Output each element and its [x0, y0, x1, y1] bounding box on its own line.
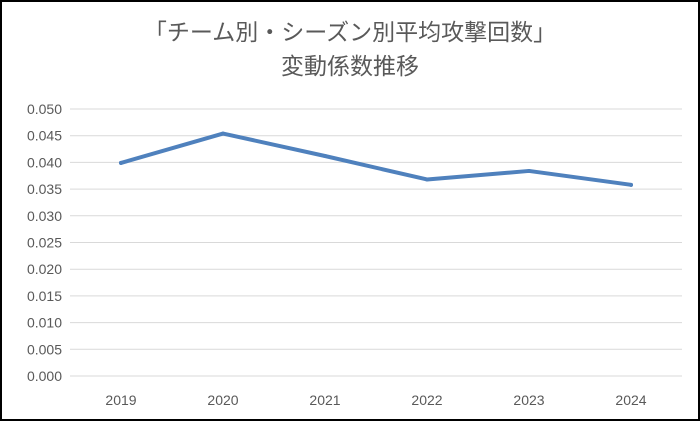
x-tick-label: 2021 [309, 392, 340, 408]
data-point-2023 [527, 168, 531, 173]
y-tick-label: 0.035 [27, 181, 62, 197]
y-tick-label: 0.045 [27, 128, 62, 144]
y-tick-label: 0.005 [27, 341, 62, 357]
gridlines [70, 108, 682, 377]
series-layer [119, 131, 633, 187]
chart-title: 「チーム別・シーズン別平均攻撃回数」 変動係数推移 [2, 16, 698, 84]
x-tick-label: 2020 [207, 392, 238, 408]
x-tick-label: 2023 [513, 392, 544, 408]
y-tick-label: 0.020 [27, 261, 62, 277]
x-axis-ticks: 2019 2020 2021 2022 2023 2024 [105, 392, 646, 408]
y-tick-label: 0.030 [27, 208, 62, 224]
y-tick-label: 0.050 [27, 101, 62, 117]
x-tick-label: 2024 [615, 392, 646, 408]
y-tick-label: 0.010 [27, 315, 62, 331]
y-tick-label: 0.000 [27, 368, 62, 384]
y-tick-label: 0.040 [27, 154, 62, 170]
data-point-2021 [323, 153, 327, 158]
data-point-2024 [629, 182, 633, 187]
y-tick-label: 0.025 [27, 235, 62, 251]
chart-title-line-2: 変動係数推移 [281, 54, 419, 80]
y-tick-label: 0.015 [27, 288, 62, 304]
x-tick-label: 2019 [105, 392, 136, 408]
y-axis-ticks: 0.000 0.005 0.010 0.015 0.020 0.025 0.030 0.035… [27, 101, 62, 384]
x-tick-label: 2022 [411, 392, 442, 408]
chart-title-line-1: 「チーム別・シーズン別平均攻撃回数」 [143, 20, 557, 46]
series-line [119, 131, 633, 187]
data-point-2022 [425, 177, 429, 182]
data-point-2019 [119, 160, 123, 165]
data-point-2020 [221, 131, 225, 136]
